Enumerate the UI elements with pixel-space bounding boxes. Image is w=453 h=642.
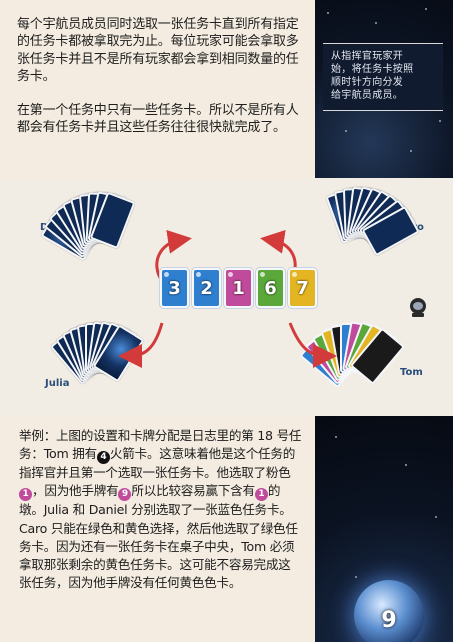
task-card-pink-1: 1 [224,268,253,308]
astronaut-helmet-icon [410,298,426,317]
task-card-blue-3: 3 [160,268,189,308]
planet-icon [354,580,424,642]
task-card-green-6: 6 [256,268,285,308]
page-number: 9 [381,608,397,633]
intro-paragraph-2: 在第一个任务中只有一些任务卡。所以不是所有人都会有任务卡并且这些任务往往很快就完… [17,103,299,136]
arrow-to-daniel [155,229,192,282]
intro-paragraph-1: 每个宇航员成员同时选取一张任务卡直到所有指定的任务卡都被拿取完为止。每位玩家可能… [17,17,299,84]
player-name-tom: Tom [400,367,423,378]
hand-tom [299,321,406,389]
arrow-to-julia [118,322,164,368]
task-card-yellow-7: 7 [288,268,317,308]
sidenote-line: 给宇航员成员。 [331,90,404,101]
sidenote-line: 始，将任务卡按照 [331,64,414,75]
example-text-panel: 举例：上图的设置和卡牌分配是日志里的第 18 号任务：Tom 拥有 4 火箭卡。这意… [0,416,315,642]
arrow-to-tom [288,322,337,368]
sidenote-line: 顺时针方向分发 [331,77,404,88]
sidenote-line: 从指挥官玩家开 [331,51,404,62]
player-name-julia: Julia [45,378,70,389]
pink-card-icon: 1 [19,488,32,502]
sidenote-box: 从指挥官玩家开 始，将任务卡按照 顺时针方向分发 给宇航员成员。 [323,43,443,111]
pink-card-icon: 9 [118,488,132,502]
intro-text-panel: 每个宇航员成员同时选取一张任务卡直到所有指定的任务卡都被拿取完为止。每位玩家可能… [0,0,315,178]
pink-card-icon: 1 [254,488,268,502]
task-card-blue-2: 2 [192,268,221,308]
card-distribution-illustration: Daniel Caro Julia Tom 3 2 1 6 7 [0,178,453,416]
rocket-card-icon: 4 [96,451,110,465]
hand-julia [49,321,145,385]
example-paragraph: 举例：上图的设置和卡牌分配是日志里的第 18 号任务：Tom 拥有 4 火箭卡。这意… [19,428,302,591]
top-section: 每个宇航员成员同时选取一张任务卡直到所有指定的任务卡都被拿取完为止。每位玩家可能… [0,0,453,178]
